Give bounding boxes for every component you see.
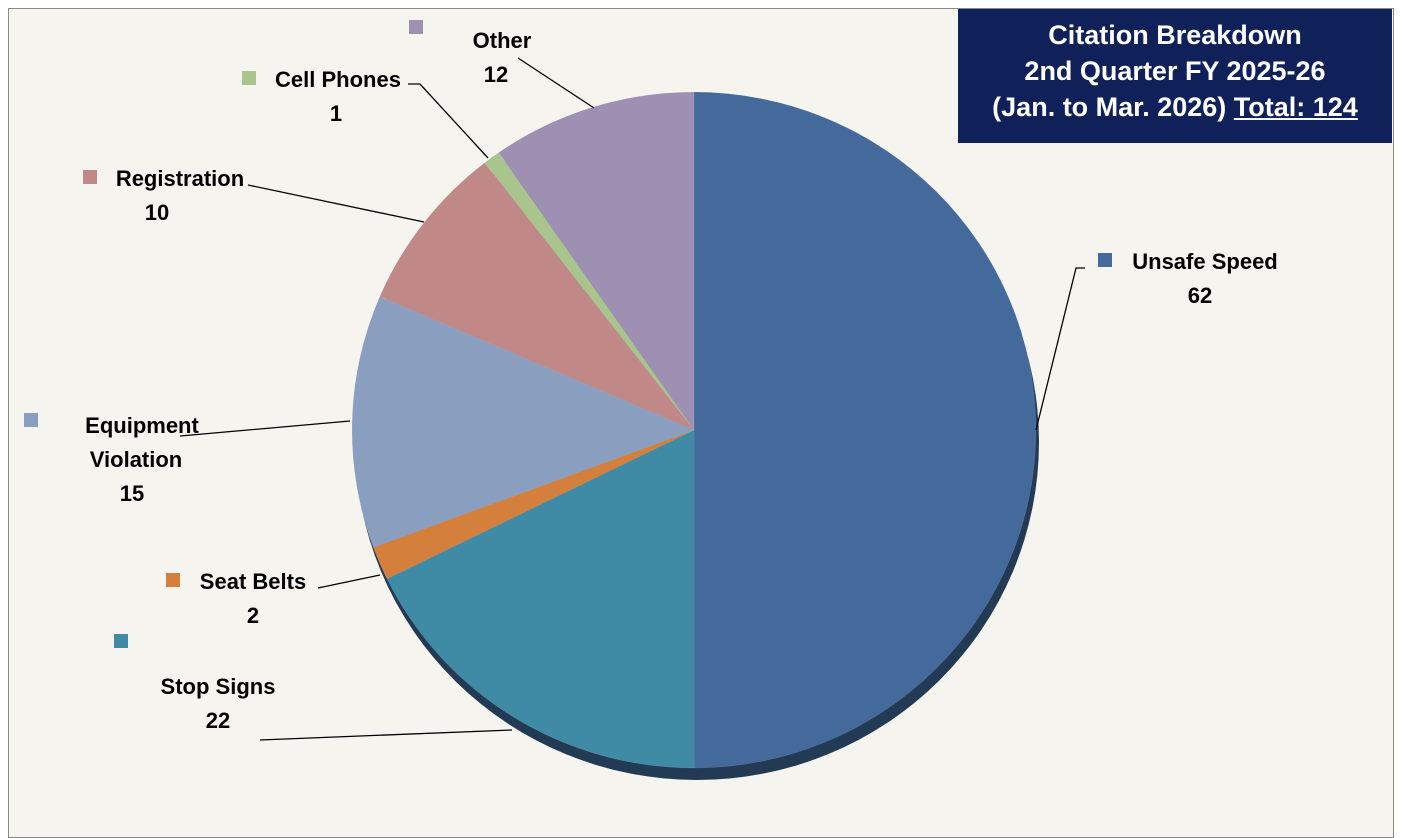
swatch-registration: [83, 170, 97, 184]
title-line-2: 2nd Quarter FY 2025-26: [1024, 56, 1326, 86]
label-other: Other 12: [462, 24, 542, 92]
leader-unsafe-speed: [1035, 267, 1085, 431]
label-registration: Registration 10: [104, 162, 256, 230]
label-registration-value: 10: [144, 200, 170, 225]
slice-registration: [379, 162, 695, 431]
leader-stop-signs: [259, 729, 513, 741]
leader-cell-phones: [408, 83, 489, 159]
label-stop-signs: Stop Signs 22: [138, 670, 298, 738]
slice-seat-belts: [372, 429, 695, 580]
leader-other: [517, 57, 595, 109]
label-seat-belts-value: 2: [246, 603, 260, 628]
label-unsafe-speed: Unsafe Speed 62: [1120, 245, 1290, 313]
slice-cell-phones: [484, 152, 695, 431]
title-line-1: Citation Breakdown: [1048, 20, 1302, 50]
label-stop-signs-name: Stop Signs: [160, 674, 276, 699]
label-unsafe-speed-value: 62: [1187, 283, 1213, 308]
slice-stop-signs: [386, 429, 695, 769]
leader-seat-belts: [317, 574, 381, 589]
leader-equipment-violation: [179, 420, 351, 437]
label-equipment-violation: Equipment Violation 15: [62, 409, 222, 511]
label-cell-phones: Cell Phones 1: [263, 63, 413, 131]
label-cell-phones-value: 1: [329, 101, 343, 126]
label-seat-belts: Seat Belts 2: [186, 565, 320, 633]
label-unsafe-speed-name: Unsafe Speed: [1132, 249, 1278, 274]
label-registration-name: Registration: [115, 166, 245, 191]
chart-title-box: Citation Breakdown 2nd Quarter FY 2025-2…: [958, 9, 1392, 143]
swatch-equipment-violation: [24, 413, 38, 427]
title-date-range: (Jan. to Mar. 2026): [992, 92, 1227, 122]
label-other-name: Other: [472, 28, 532, 53]
label-equipment-violation-line2: Violation: [89, 447, 183, 472]
slice-equipment-violation: [351, 296, 695, 548]
leader-registration: [247, 184, 425, 223]
label-cell-phones-name: Cell Phones: [275, 67, 401, 92]
label-equipment-violation-line1: Equipment: [85, 413, 199, 438]
title-total: Total: 124: [1233, 92, 1358, 122]
slice-other: [498, 91, 695, 431]
swatch-stop-signs: [114, 634, 128, 648]
title-line-3: (Jan. to Mar. 2026) Total: 124: [958, 89, 1392, 125]
swatch-unsafe-speed: [1098, 253, 1112, 267]
swatch-other: [409, 20, 423, 34]
label-equipment-violation-value: 15: [119, 481, 145, 506]
slice-unsafe-speed: [693, 91, 1037, 769]
label-seat-belts-name: Seat Belts: [199, 569, 307, 594]
swatch-seat-belts: [166, 573, 180, 587]
label-other-value: 12: [483, 62, 509, 87]
label-stop-signs-value: 22: [205, 708, 231, 733]
swatch-cell-phones: [242, 71, 256, 85]
